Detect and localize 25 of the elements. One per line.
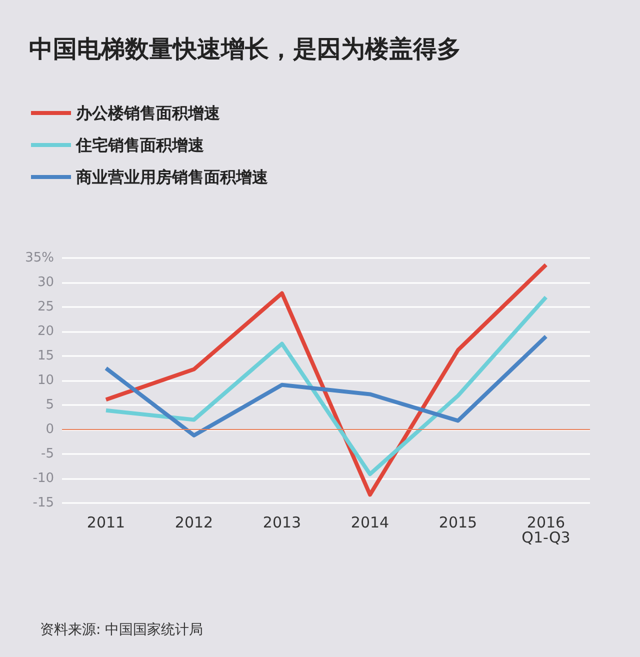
legend-label: 办公楼销售面积增速 <box>75 104 221 122</box>
text: 资料来源: 中国国家统计局 <box>40 622 204 638</box>
y-tick-label: -5 <box>41 446 54 462</box>
legend-label: 住宅销售面积增速 <box>75 136 205 154</box>
line-series <box>104 334 548 438</box>
y-tick-label: 0 <box>46 422 54 437</box>
x-tick-label: 2012 <box>174 514 214 532</box>
x-tick-label: 2011 <box>86 514 126 532</box>
x-tick-label: 2015 <box>438 514 478 532</box>
y-tick-label: 15 <box>37 348 54 364</box>
y-tick-label: 5 <box>46 398 54 412</box>
legend-label: 商业营业用房销售面积增速 <box>75 168 269 186</box>
chart-title: 中国电梯数量快速增长，是因为楼盖得多 <box>29 35 461 63</box>
line-series <box>104 262 548 497</box>
line-series <box>104 295 548 476</box>
x-tick-label: 2014 <box>350 514 390 532</box>
y-tick-label: 25 <box>37 300 54 314</box>
y-tick-label: 10 <box>37 373 54 388</box>
y-tick-label: -10 <box>32 471 54 486</box>
y-tick-label: -15 <box>32 496 54 510</box>
y-tick-label: 35% <box>25 250 54 266</box>
x-tick-label: 2013 <box>262 514 302 532</box>
y-tick-label: 20 <box>37 324 54 339</box>
y-tick-label: 30 <box>37 275 54 290</box>
x-tick-label: 2016 Q1-Q3 <box>522 514 570 546</box>
